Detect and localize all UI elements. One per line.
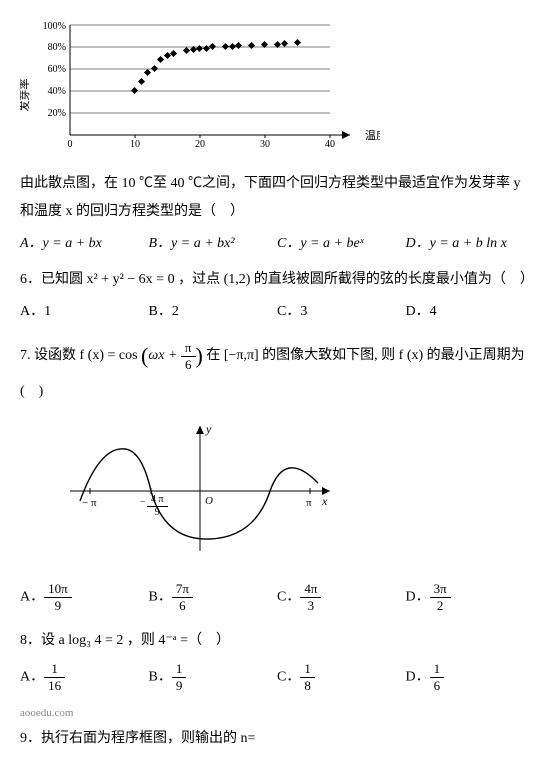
q6-options: A．1 B．2 C．3 D．4 <box>20 300 534 320</box>
q5-options: A．y = a + bx B．y = a + bx² C．y = a + beˣ… <box>20 232 534 252</box>
q6-optC: C．3 <box>277 300 406 320</box>
q8A-den: 16 <box>44 678 65 694</box>
svg-text:− π: − π <box>82 497 97 509</box>
q8-optB: B．19 <box>149 661 278 693</box>
q7A-num: 10π <box>44 581 72 598</box>
q7-optA: A．10π9 <box>20 581 149 613</box>
svg-text:O: O <box>205 495 213 507</box>
q7-optD: D．3π2 <box>406 581 535 613</box>
svg-text:30: 30 <box>260 139 270 150</box>
q7B-den: 6 <box>172 598 193 614</box>
q9-stem: 9．执行右面为程序框图，则输出的 n= <box>20 725 534 753</box>
watermark: aooedu.com <box>20 707 534 719</box>
q7-labB: B． <box>149 589 172 604</box>
q8-labA: A． <box>20 670 44 685</box>
q7-graph: y x O − π π − 4 π9 <box>60 416 534 571</box>
q8-optD: D．16 <box>406 661 535 693</box>
q7A-den: 9 <box>44 598 72 614</box>
q8B-den: 9 <box>172 678 187 694</box>
q6-optD: D．4 <box>406 300 535 320</box>
svg-text:0: 0 <box>68 139 73 150</box>
q8-labC: C． <box>277 670 300 685</box>
svg-text:y: y <box>205 422 212 436</box>
scatter-chart: 0 10 20 30 40 20% 40% 60% 80% 100% 温度/℃ … <box>20 15 534 160</box>
q7-prefix: 7. 设函数 f (x) = cos <box>20 348 138 363</box>
q6-optB: B．2 <box>149 300 278 320</box>
q5-optB: B．y = a + bx² <box>149 232 278 252</box>
q5-stem: 由此散点图，在 10 ℃至 40 ℃之间，下面四个回归方程类型中最适宜作为发芽率… <box>20 170 534 226</box>
q7-mark-num: 4 π <box>147 494 168 507</box>
q8-labD: D． <box>406 670 430 685</box>
svg-text:100%: 100% <box>43 21 66 32</box>
svg-text:x: x <box>321 494 328 508</box>
q8B-num: 1 <box>172 661 187 678</box>
svg-text:π: π <box>306 497 312 509</box>
q7-labC: C． <box>277 589 300 604</box>
q8-options: A．116 B．19 C．18 D．16 <box>20 661 534 693</box>
q7-labD: D． <box>406 589 430 604</box>
svg-text:10: 10 <box>130 139 140 150</box>
q8C-den: 8 <box>300 678 315 694</box>
q8-stem: 8．设 a log₃ 4 = 2 ，则 4⁻ᵃ =（ ） <box>20 627 534 655</box>
q7-optC: C．4π3 <box>277 581 406 613</box>
svg-text:60%: 60% <box>48 64 66 75</box>
q5-optD: D．y = a + b ln x <box>406 232 535 252</box>
q7C-den: 3 <box>300 598 321 614</box>
q7-frac-num: π <box>181 340 196 357</box>
q8A-num: 1 <box>44 661 65 678</box>
q8-optC: C．18 <box>277 661 406 693</box>
q7-omega: ωx + <box>148 348 177 363</box>
q5-optA: A．y = a + bx <box>20 232 149 252</box>
svg-text:20%: 20% <box>48 108 66 119</box>
svg-text:−: − <box>140 497 146 508</box>
q7D-num: 3π <box>430 581 451 598</box>
svg-text:发芽率: 发芽率 <box>20 79 31 112</box>
q7-stem: 7. 设函数 f (x) = cos (ωx + π6) 在 [−π,π] 的图… <box>20 334 534 406</box>
q5-optC: C．y = a + beˣ <box>277 232 406 252</box>
q7-frac-den: 6 <box>181 357 196 373</box>
q7-options: A．10π9 B．7π6 C．4π3 D．3π2 <box>20 581 534 613</box>
q7B-num: 7π <box>172 581 193 598</box>
svg-text:20: 20 <box>195 139 205 150</box>
q7C-num: 4π <box>300 581 321 598</box>
q7-optB: B．7π6 <box>149 581 278 613</box>
q8-labB: B． <box>149 670 172 685</box>
svg-text:40: 40 <box>325 139 335 150</box>
q6-stem: 6．已知圆 x² + y² − 6x = 0 ，过点 (1,2) 的直线被圆所截… <box>20 266 534 294</box>
q7-labA: A． <box>20 589 44 604</box>
q8D-den: 6 <box>430 678 445 694</box>
q7D-den: 2 <box>430 598 451 614</box>
q8D-num: 1 <box>430 661 445 678</box>
q8C-num: 1 <box>300 661 315 678</box>
q8-optA: A．116 <box>20 661 149 693</box>
svg-text:80%: 80% <box>48 42 66 53</box>
svg-text:40%: 40% <box>48 86 66 97</box>
svg-text:温度/℃: 温度/℃ <box>365 128 380 142</box>
q6-optA: A．1 <box>20 300 149 320</box>
